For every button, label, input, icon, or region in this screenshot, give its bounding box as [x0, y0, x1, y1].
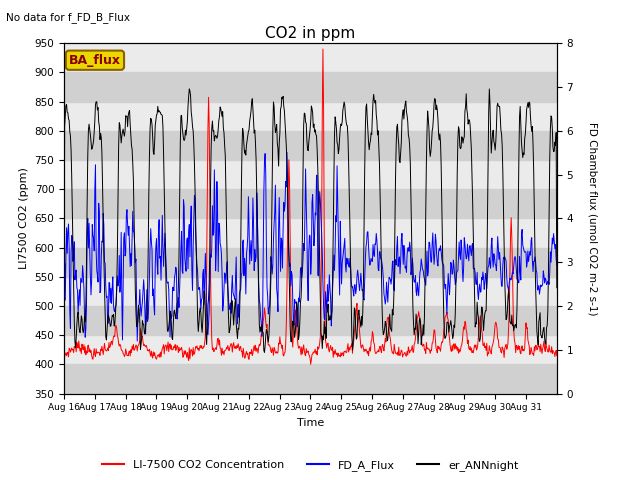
- Title: CO2 in ppm: CO2 in ppm: [265, 25, 356, 41]
- Bar: [64, 72, 557, 102]
- Bar: [64, 131, 557, 160]
- Legend: LI-7500 CO2 Concentration, FD_A_Flux, er_ANNnight: LI-7500 CO2 Concentration, FD_A_Flux, er…: [98, 456, 523, 476]
- Text: BA_flux: BA_flux: [69, 54, 121, 67]
- Bar: [64, 364, 557, 394]
- Y-axis label: FD Chamber flux (umol CO2 m-2 s-1): FD Chamber flux (umol CO2 m-2 s-1): [587, 121, 597, 315]
- Bar: [64, 248, 557, 277]
- Bar: [64, 306, 557, 335]
- Text: No data for f_FD_B_Flux: No data for f_FD_B_Flux: [6, 12, 131, 23]
- X-axis label: Time: Time: [297, 418, 324, 428]
- Y-axis label: LI7500 CO2 (ppm): LI7500 CO2 (ppm): [19, 168, 29, 269]
- Bar: [64, 189, 557, 218]
